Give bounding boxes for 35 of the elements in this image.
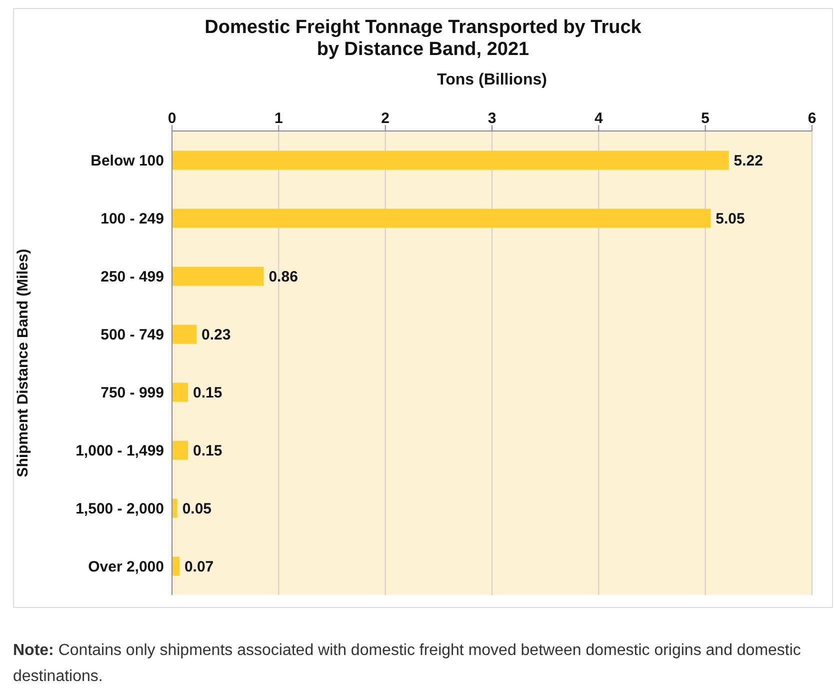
data-label: 0.15 <box>193 442 222 460</box>
x-tick-label: 5 <box>701 110 710 127</box>
x-tick-label: 1 <box>274 110 283 127</box>
bar <box>172 324 197 344</box>
x-tick-label: 6 <box>808 110 816 127</box>
bar <box>172 266 264 286</box>
y-tick-label: 100 - 249 <box>100 210 164 228</box>
bar <box>172 498 178 518</box>
y-tick-label: 500 - 749 <box>100 326 164 344</box>
bar <box>172 556 180 576</box>
data-label: 0.05 <box>182 500 212 518</box>
bar <box>172 440 188 460</box>
y-tick-label: 1,000 - 1,499 <box>76 442 164 460</box>
text: Note: Contains only shipments associated with domestic freight moved between domestic origins and domestic destinations. <box>13 641 802 687</box>
x-axis-title: Tons (Billions) <box>437 71 547 88</box>
data-label: 5.05 <box>716 210 745 228</box>
data-label: 0.86 <box>268 268 298 286</box>
chart-title: Domestic Freight Tonnage Transported by Truck by Distance Band, 2021 <box>204 17 642 61</box>
x-tick-label: 3 <box>488 110 496 127</box>
x-tick-label: 0 <box>168 110 176 127</box>
data-label: 0.15 <box>193 384 222 402</box>
bar <box>172 382 188 402</box>
y-tick-label: 750 - 999 <box>100 384 164 402</box>
x-tick-label: 4 <box>594 110 604 127</box>
y-axis-title: Shipment Distance Band (Miles) <box>14 248 32 478</box>
y-tick-label: 250 - 499 <box>100 268 164 286</box>
data-label: 5.22 <box>734 152 764 170</box>
y-tick-label: 1,500 - 2,000 <box>76 500 164 518</box>
data-label: 0.07 <box>184 558 214 576</box>
x-tick-label: 2 <box>381 110 390 127</box>
data-label: 0.23 <box>202 326 231 344</box>
bar <box>172 150 729 170</box>
y-tick-label: Over 2,000 <box>88 558 164 576</box>
y-tick-label: Below 100 <box>90 152 164 170</box>
bar <box>172 208 711 228</box>
